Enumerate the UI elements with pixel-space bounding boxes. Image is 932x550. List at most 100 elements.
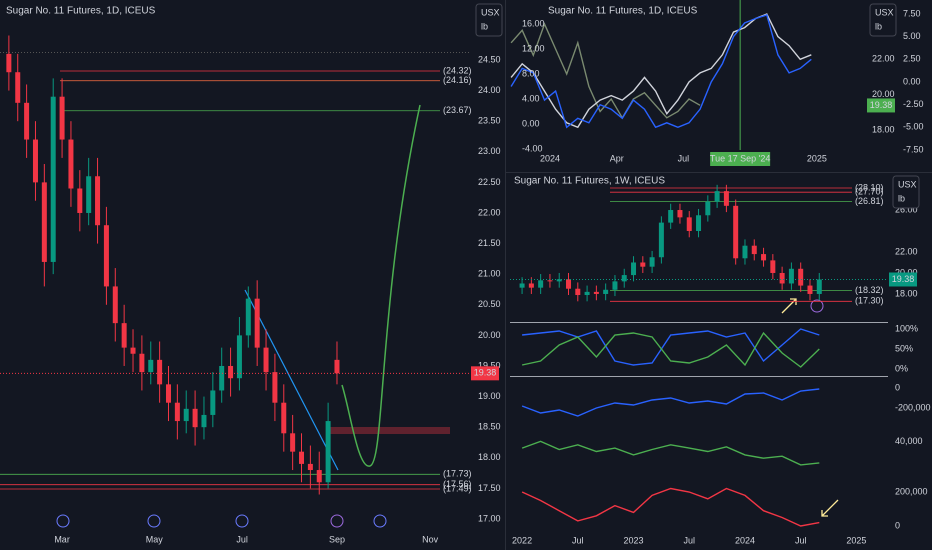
crosshair-label: Tue 17 Sep '24 xyxy=(710,153,770,163)
x-tick-label: 2024 xyxy=(735,535,755,545)
unit-box xyxy=(869,3,897,37)
y-tick-label: 23.00 xyxy=(478,146,501,156)
candle-body xyxy=(649,257,655,267)
level-label: (18.32) xyxy=(855,285,884,295)
candle-body xyxy=(307,463,313,471)
level-label: (17.56) xyxy=(443,479,472,489)
candle-body xyxy=(254,298,260,348)
y-tick-label: -4.00 xyxy=(522,143,543,153)
y-tick-label: 0 xyxy=(895,382,900,392)
y-tick-label: 20.00 xyxy=(872,89,895,99)
y-tick-label: 22.50 xyxy=(478,177,501,187)
last-price-box xyxy=(471,366,499,381)
candle-body xyxy=(139,353,145,373)
candle-body xyxy=(24,102,30,140)
candle-body xyxy=(41,182,47,262)
series-line xyxy=(510,22,701,120)
y-tick-label: 22.00 xyxy=(478,207,501,217)
level-label: (28.10) xyxy=(855,182,884,192)
y-tick-label: 8.00 xyxy=(522,68,540,78)
level-label: (24.32) xyxy=(443,65,472,75)
last-price-label: 19.38 xyxy=(892,274,915,284)
x-tick-label: 2025 xyxy=(807,153,827,163)
candle-body xyxy=(59,96,65,140)
unit-label: lb xyxy=(481,21,488,31)
event-icon[interactable] xyxy=(235,514,249,528)
candle-body xyxy=(714,191,720,202)
y-tick-label: 19.00 xyxy=(478,391,501,401)
candle-body xyxy=(290,433,296,452)
unit-box xyxy=(892,175,920,209)
y-tick-label: 200,000 xyxy=(895,486,928,496)
unit-label: USX xyxy=(898,179,917,189)
candle-body xyxy=(325,421,331,483)
level-label: (23.67) xyxy=(443,105,472,115)
x-tick-label: Jul xyxy=(683,535,695,545)
candle-body xyxy=(519,283,525,288)
candle-body xyxy=(621,275,627,282)
event-icon[interactable] xyxy=(330,514,344,528)
candle-body xyxy=(686,217,692,232)
x-tick-label: Apr xyxy=(610,153,624,163)
candle-body xyxy=(770,260,776,273)
unit-label: USX xyxy=(481,7,500,17)
x-tick-label: Jul xyxy=(236,534,248,544)
last-price-box xyxy=(889,272,917,287)
candle-body xyxy=(566,279,572,289)
candle-body xyxy=(219,365,225,391)
level-label: (26.81) xyxy=(855,196,884,206)
candle-body xyxy=(751,245,757,255)
candle-body xyxy=(174,402,180,422)
chart-title: Sugar No. 11 Futures, 1D, ICEUS xyxy=(548,6,698,17)
candle-body xyxy=(612,281,618,290)
candle-body xyxy=(547,280,553,282)
candle-body xyxy=(807,285,813,294)
y-tick-label: 18.00 xyxy=(872,124,895,134)
candle-body xyxy=(733,205,739,259)
candle-body xyxy=(50,96,56,262)
y-tick-label: 0 xyxy=(895,520,900,530)
last-price-label: 19.38 xyxy=(474,368,497,378)
series-line xyxy=(521,331,820,368)
y-tick-label: 50% xyxy=(895,343,913,353)
y-tick-label: 26.00 xyxy=(895,204,918,214)
y-tick-label: 20.00 xyxy=(895,267,918,277)
last-price-label: 19.38 xyxy=(870,100,893,110)
candle-body xyxy=(316,470,322,483)
y-tick-label: 18.50 xyxy=(478,422,501,432)
x-tick-label: Jul xyxy=(795,535,807,545)
x-tick-label: Mar xyxy=(54,534,70,544)
series-line xyxy=(521,440,820,466)
y-tick-label: 24.50 xyxy=(478,54,501,64)
candle-body xyxy=(640,262,646,267)
unit-label: USX xyxy=(875,7,894,17)
y-tick-label: 0% xyxy=(895,363,908,373)
candle-body xyxy=(95,176,101,226)
y-tick-label: 100% xyxy=(895,323,918,333)
candle-body xyxy=(798,268,804,286)
y-tick-label: 24.00 xyxy=(478,85,501,95)
y-tick-label: 16.00 xyxy=(522,18,545,28)
zone xyxy=(330,427,450,434)
y-tick-label: -5.00 xyxy=(903,122,924,132)
level-label: (17.73) xyxy=(443,469,472,479)
y-tick-label: 12.00 xyxy=(522,43,545,53)
candle-body xyxy=(130,347,136,354)
event-icon[interactable] xyxy=(56,514,70,528)
x-tick-label: Jul xyxy=(572,535,584,545)
candle-body xyxy=(556,279,562,282)
y-tick-label: 18.00 xyxy=(895,288,918,298)
y-tick-label: 40,000 xyxy=(895,436,923,446)
candle-body xyxy=(228,365,234,379)
x-tick-label: Sep xyxy=(329,534,345,544)
candle-body xyxy=(148,359,154,373)
event-icon[interactable] xyxy=(373,514,387,528)
event-icon[interactable] xyxy=(147,514,161,528)
candle-body xyxy=(528,283,534,288)
unit-box xyxy=(475,3,503,37)
candle-body xyxy=(236,335,242,379)
series-line xyxy=(510,14,812,129)
candle-body xyxy=(742,245,748,259)
event-icon[interactable] xyxy=(810,299,824,313)
